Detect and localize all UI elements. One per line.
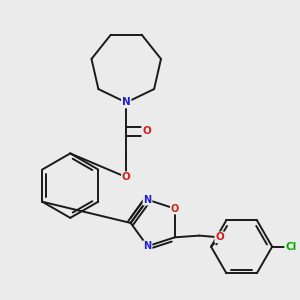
Text: Cl: Cl [285, 242, 296, 252]
Text: O: O [171, 204, 179, 214]
Text: O: O [215, 232, 224, 242]
Text: N: N [143, 195, 152, 205]
Text: N: N [122, 98, 130, 107]
Text: O: O [122, 172, 130, 182]
Text: N: N [143, 241, 152, 251]
Text: O: O [142, 126, 151, 136]
